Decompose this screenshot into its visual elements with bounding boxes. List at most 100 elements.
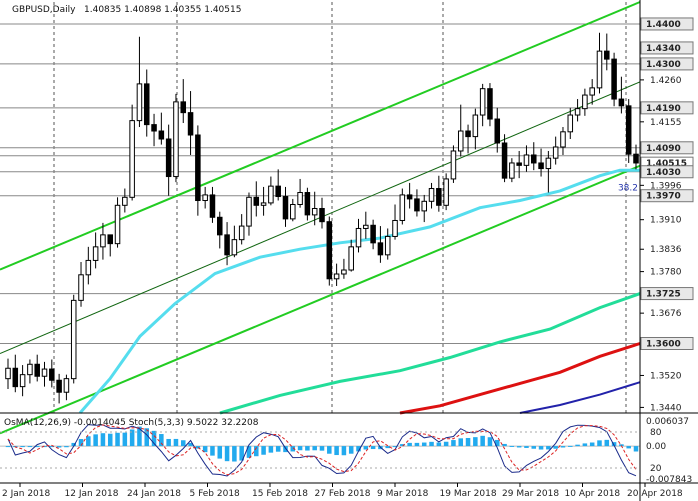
level-label-text: 1.3970 — [646, 192, 681, 202]
candle-bull — [63, 378, 70, 393]
candle-bear — [209, 194, 216, 218]
candle-bull — [443, 178, 449, 206]
level-label-box — [640, 165, 694, 179]
candle-bear — [414, 198, 420, 212]
osma-bar — [64, 446, 69, 448]
candle-bull — [523, 154, 530, 166]
candle-bear — [501, 142, 508, 179]
osma-bar — [392, 446, 398, 448]
candle-bull — [421, 200, 427, 212]
level-label-text: 1.40515 — [646, 159, 687, 169]
osma-bar — [180, 440, 186, 447]
osma-bar — [312, 446, 317, 451]
osma-bar — [107, 433, 113, 447]
osma-bar — [560, 446, 566, 448]
osma-bar — [524, 446, 529, 448]
candle-bear — [625, 105, 632, 155]
stoch-signal-line — [7, 424, 637, 476]
x-tick-label: 29 Mar 2018 — [502, 489, 559, 499]
candle-bull — [173, 101, 179, 178]
osma-bar — [494, 439, 500, 447]
candle-bear — [34, 363, 40, 377]
candle-bull — [545, 157, 552, 170]
candle-bear — [465, 130, 471, 138]
x-tick-label: 24 Jan 2018 — [127, 489, 181, 499]
candle-bear — [12, 367, 19, 388]
candle-bear — [224, 234, 230, 256]
candle-bull — [392, 219, 398, 237]
candle-bull — [596, 50, 603, 89]
osma-bar — [173, 438, 179, 447]
osma-bar — [348, 446, 354, 454]
candle-bull — [129, 120, 135, 198]
candle-bull — [246, 196, 252, 227]
osma-bar — [319, 446, 325, 451]
candle-bear — [304, 192, 311, 216]
candle-bear — [377, 242, 384, 256]
candle-bear — [516, 162, 522, 166]
osma-bar — [458, 438, 464, 447]
osma-bar — [334, 446, 339, 456]
y-tick-label: 1.3780 — [650, 268, 682, 278]
osma-bar — [283, 446, 288, 453]
candle-bear — [143, 83, 150, 126]
y-tick-label: 1.4260 — [650, 76, 682, 86]
osc-axis-label: -0.007843 — [646, 475, 692, 485]
x-tick-label: 12 Jan 2018 — [65, 489, 119, 499]
osma-bar — [122, 432, 128, 447]
osma-bar — [516, 446, 522, 448]
osma-bar — [546, 446, 551, 450]
level-label-text: 1.4400 — [646, 20, 681, 30]
oscillator-panel: 80 20 0.006037 0.00 -0.007843 — [0, 417, 692, 485]
osma-bar — [137, 426, 142, 447]
candle-bull — [297, 192, 303, 206]
osma-bar — [363, 446, 369, 450]
osma-bar — [93, 434, 98, 447]
osma-bar — [400, 444, 405, 447]
osma-bar — [538, 446, 544, 450]
fib-label: 38.2 — [618, 184, 638, 194]
osma-bar — [429, 441, 434, 447]
osma-bar — [202, 446, 208, 453]
level-label-box — [640, 41, 694, 55]
candle-bull — [472, 114, 479, 138]
osma-bar — [100, 433, 106, 447]
osma-bar — [633, 446, 639, 452]
osma-bar — [275, 446, 281, 452]
candle-bear — [319, 207, 325, 223]
candle-bull — [122, 196, 128, 206]
level-label-text: 1.4030 — [646, 168, 681, 178]
candle-bear — [370, 224, 376, 244]
candle-bear — [56, 379, 62, 393]
osma-bar — [407, 442, 412, 447]
candle-bull — [399, 194, 406, 221]
osma-bar — [246, 446, 252, 458]
y-tick-label: 1.4155 — [650, 118, 682, 128]
osma-bar — [553, 446, 558, 449]
stoch-main-line — [7, 424, 637, 477]
level-label-box — [640, 141, 694, 155]
osma-bar — [71, 442, 76, 447]
candlesticks — [5, 32, 639, 404]
candle-bear — [165, 138, 172, 178]
candle-bull — [100, 234, 106, 248]
candle-bull — [238, 225, 245, 241]
osma-bar — [327, 446, 332, 454]
candle-bear — [151, 124, 157, 132]
candle-bear — [531, 154, 537, 164]
osma-bar — [239, 446, 244, 461]
osma-bar — [159, 434, 164, 447]
level-label-box — [640, 17, 694, 31]
candle-bear — [158, 130, 165, 140]
osma-bar — [195, 446, 201, 449]
osma-bar — [589, 442, 595, 447]
candle-bull — [384, 235, 391, 256]
osma-bar — [626, 446, 631, 449]
osma-bar — [502, 443, 507, 447]
candle-bear — [180, 101, 187, 114]
candle-bull — [509, 162, 515, 179]
candle-bull — [450, 150, 457, 180]
osma-bar — [465, 437, 471, 447]
osma-bar — [254, 446, 259, 457]
candle-bull — [333, 273, 340, 280]
